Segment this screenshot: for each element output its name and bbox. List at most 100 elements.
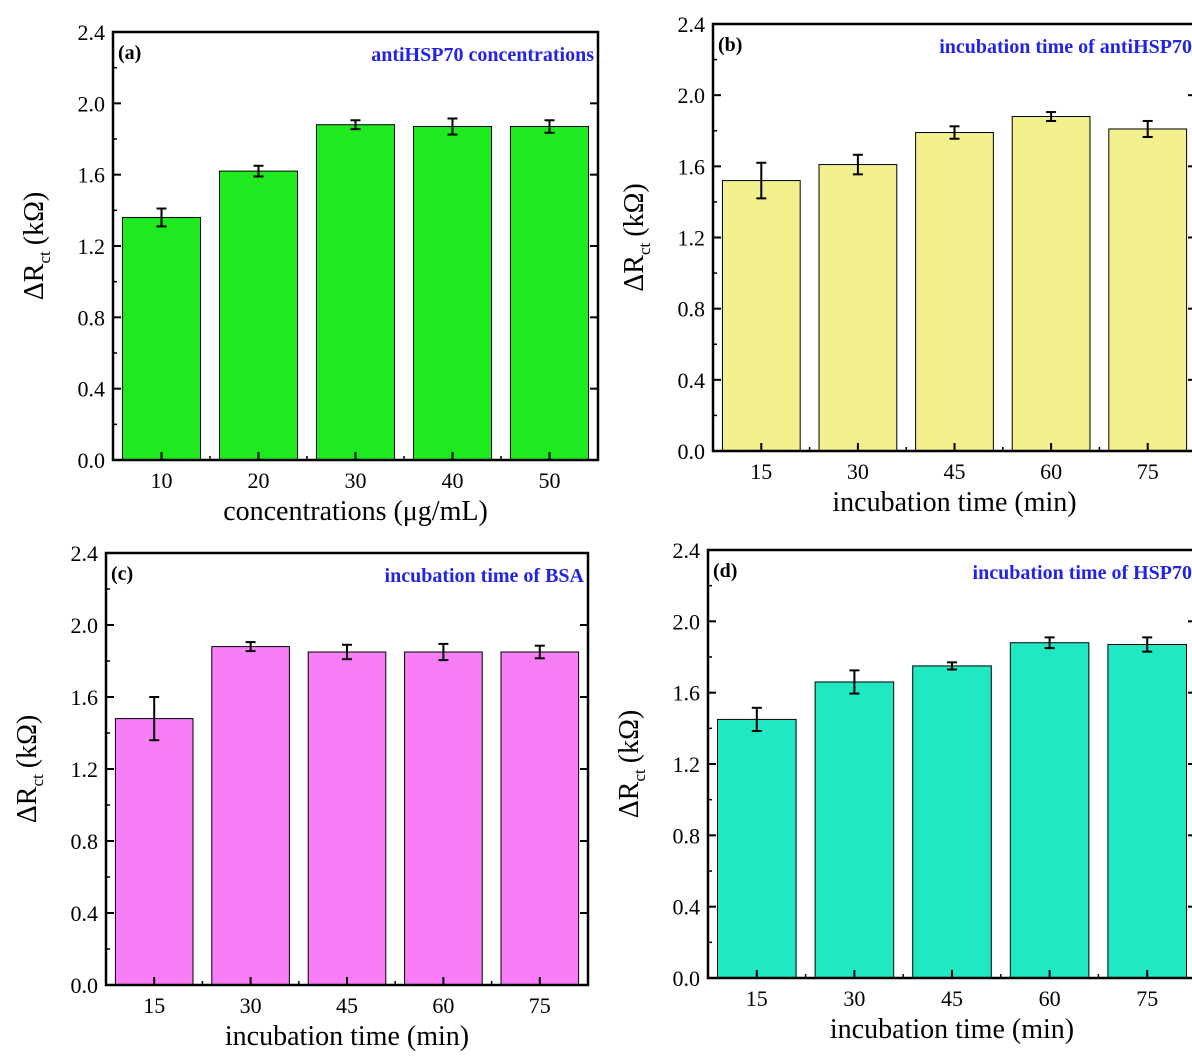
y-axis-label-main: ΔR: [19, 263, 50, 300]
chart-title: incubation time of BSA: [385, 565, 585, 587]
x-tick-label: 30: [847, 459, 869, 484]
y-tick-label: 1.2: [673, 752, 701, 777]
y-tick-label: 0.0: [78, 448, 106, 473]
x-tick-label: 10: [151, 468, 173, 493]
y-tick-label: 0.8: [71, 829, 99, 854]
y-tick-label: 0.0: [678, 439, 706, 464]
x-axis-label: incubation time (min): [830, 1014, 1074, 1045]
y-axis-label-subscript: ct: [635, 242, 654, 255]
x-axis-label: concentrations (μg/mL): [223, 496, 488, 527]
error-bar: [1044, 636, 1055, 650]
y-axis-label-main: ΔR: [12, 786, 43, 823]
bar: [721, 180, 801, 452]
y-tick-label: 0.8: [673, 823, 701, 848]
bar: [211, 646, 290, 986]
bar: [218, 170, 299, 461]
y-axis-label-unit: (kΩ): [19, 192, 50, 245]
y-tick-label: 1.6: [678, 154, 706, 179]
x-tick-label: 45: [944, 459, 966, 484]
y-axis-label-unit: (kΩ): [619, 183, 650, 236]
error-bar: [1046, 111, 1057, 122]
y-tick-label: 0.8: [678, 297, 706, 322]
bar: [717, 718, 797, 979]
error-bar: [1142, 119, 1153, 138]
y-axis-label: ΔRct (kΩ): [614, 710, 649, 818]
y-tick-label: 1.6: [673, 681, 701, 706]
error-bar: [751, 706, 762, 733]
y-axis-label-main: ΔR: [614, 781, 645, 818]
bar: [814, 681, 895, 979]
y-tick-label: 0.0: [71, 973, 99, 998]
y-tick-label: 0.4: [78, 377, 106, 402]
y-tick-label: 0.8: [78, 305, 106, 330]
bar: [1011, 116, 1091, 452]
error-bar: [149, 696, 160, 742]
y-tick-label: 2.0: [673, 609, 701, 634]
error-bar: [447, 117, 458, 136]
x-axis-label: incubation time (min): [225, 1021, 469, 1052]
x-tick-label: 30: [345, 468, 367, 493]
x-tick-label: 60: [432, 993, 454, 1018]
y-tick-label: 1.2: [71, 757, 99, 782]
chart-panel-c: 0.0 0.4 0.8 1.2 1.6 2.0 2.4 15 30 45 60 75 incubatio…: [12, 541, 590, 1052]
x-tick-label: 75: [529, 993, 551, 1018]
error-bar: [156, 207, 167, 228]
chart-title: incubation time of antiHSP70: [939, 36, 1192, 58]
bar: [912, 665, 992, 979]
x-tick-label: 60: [1039, 986, 1061, 1011]
panel-label: (a): [118, 42, 141, 64]
bar: [915, 132, 994, 452]
y-tick-label: 2.4: [678, 12, 706, 37]
bar: [1009, 642, 1090, 979]
y-axis-label: ΔRct (kΩ): [12, 715, 47, 823]
y-tick-label: 2.4: [71, 541, 99, 566]
x-tick-label: 20: [248, 468, 270, 493]
error-bar: [245, 641, 256, 653]
x-tick-label: 15: [750, 459, 772, 484]
y-axis-label-main: ΔR: [619, 255, 650, 292]
y-tick-label: 1.6: [71, 685, 99, 710]
bar: [404, 651, 483, 986]
bar: [509, 126, 590, 461]
error-bar: [350, 119, 361, 131]
y-axis-label-unit: (kΩ): [12, 715, 43, 768]
y-tick-label: 1.2: [678, 226, 706, 251]
bar: [307, 651, 387, 986]
error-bar: [342, 643, 352, 661]
bar: [114, 718, 194, 986]
y-tick-label: 1.6: [78, 163, 106, 188]
error-bar: [852, 153, 863, 176]
error-bar: [253, 164, 264, 178]
y-tick-label: 2.0: [71, 613, 99, 638]
y-tick-label: 0.4: [678, 368, 706, 393]
y-tick-label: 1.2: [78, 234, 106, 259]
y-axis-label-subscript: ct: [35, 251, 54, 264]
y-axis-label-subscript: ct: [28, 774, 47, 787]
x-tick-label: 75: [1136, 986, 1158, 1011]
y-tick-label: 2.4: [673, 538, 701, 563]
x-tick-label: 75: [1137, 459, 1159, 484]
y-axis-label: ΔRct (kΩ): [19, 192, 54, 300]
chart-title: incubation time of HSP70: [973, 562, 1192, 584]
y-tick-label: 0.0: [673, 966, 701, 991]
y-tick-label: 2.4: [78, 20, 106, 45]
y-tick-label: 2.0: [78, 91, 106, 116]
y-axis-label: ΔRct (kΩ): [619, 183, 654, 291]
bar: [500, 651, 580, 986]
x-tick-label: 15: [143, 993, 165, 1018]
error-bar: [947, 661, 957, 671]
x-tick-label: 45: [941, 986, 963, 1011]
chart-title: antiHSP70 concentrations: [371, 44, 594, 66]
x-tick-label: 60: [1040, 459, 1062, 484]
x-tick-label: 50: [539, 468, 561, 493]
error-bar: [438, 642, 449, 662]
y-tick-label: 2.0: [678, 83, 706, 108]
chart-panel-a: 0.0 0.4 0.8 1.2 1.6 2.0 2.4 10 20 30 40 50 concentra…: [19, 20, 600, 527]
x-tick-label: 30: [240, 993, 262, 1018]
y-tick-label: 0.4: [71, 901, 99, 926]
error-bar: [544, 119, 555, 134]
error-bar: [756, 161, 767, 200]
bar: [315, 124, 396, 461]
bar: [818, 164, 898, 452]
